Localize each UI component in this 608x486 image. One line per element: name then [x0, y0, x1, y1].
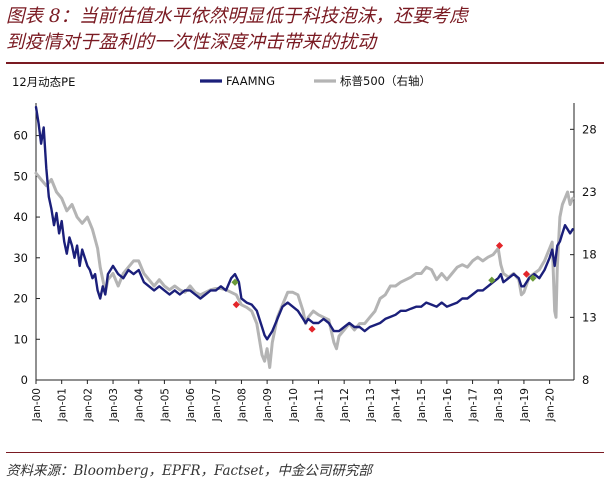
y-unit-label: 12月动态PE: [12, 75, 75, 89]
x-tick-label: Jan-03: [108, 388, 120, 422]
legend-label-sp500: 标普500（右轴）: [340, 74, 431, 88]
y-right-tick-label: 13: [582, 310, 597, 324]
x-tick-label: Jan-02: [82, 388, 94, 422]
figure-title: 图表 8：当前估值水平依然明显低于科技泡沫，还要考虑 到疫情对于盈利的一次性深度…: [6, 4, 604, 56]
highlight-marker: [308, 325, 316, 333]
x-tick-label: Jan-13: [365, 388, 377, 422]
source-note: 资料来源：Bloomberg，EPFR，Factset，中金公司研究部: [6, 463, 372, 479]
highlight-marker: [522, 270, 531, 278]
highlight-marker: [495, 241, 504, 250]
y-right-tick-label: 18: [582, 248, 597, 262]
figure-title-line-1: 图表 8：当前估值水平依然明显低于科技泡沫，还要考虑: [6, 6, 468, 27]
axes: 0 10 20 30 40 50 60 8 13 18 23 28 Jan-00 Jan-01 Jan-02…: [13, 103, 597, 423]
y-left-tick-label: 20: [13, 292, 28, 306]
highlight-marker: [232, 301, 240, 309]
legend-label-faamng: FAAMNG: [226, 74, 275, 88]
x-tick-label: Jan-16: [442, 388, 454, 423]
y-right-tick-label: 23: [582, 185, 597, 199]
y-right-tick-label: 8: [582, 373, 589, 387]
figure-title-line-2: 到疫情对于盈利的一次性深度冲击带来的扰动: [6, 32, 377, 53]
highlight-marker: [529, 274, 537, 282]
x-tick-label: Jan-19: [519, 388, 531, 422]
highlight-marker: [231, 278, 239, 286]
source-divider: [6, 452, 604, 453]
y-left-tick-label: 40: [13, 210, 28, 224]
series-line-sp500: [34, 171, 575, 369]
series-line-faamng: [34, 105, 574, 341]
plot-area: [34, 105, 575, 369]
x-tick-label: Jan-04: [134, 388, 146, 423]
x-tick-label: Jan-14: [391, 388, 403, 423]
x-tick-label: Jan-15: [416, 388, 428, 422]
y-left-tick-label: 30: [13, 251, 28, 265]
y-left-tick-label: 60: [13, 129, 28, 143]
y-right-tick-label: 28: [582, 122, 597, 136]
x-tick-label: Jan-11: [313, 388, 325, 422]
x-tick-label: Jan-18: [493, 388, 505, 422]
x-tick-label: Jan-07: [211, 388, 223, 422]
x-tick-label: Jan-20: [545, 388, 557, 422]
x-tick-label: Jan-12: [339, 388, 351, 422]
x-tick-label: Jan-00: [31, 388, 43, 422]
x-tick-label: Jan-09: [262, 388, 274, 422]
x-tick-label: Jan-06: [185, 388, 197, 423]
legend: FAAMNG 标普500（右轴）: [200, 74, 431, 88]
title-divider: [6, 62, 604, 64]
x-tick-label: Jan-10: [288, 388, 300, 422]
x-tick-label: Jan-17: [468, 388, 480, 422]
y-left-tick-label: 0: [21, 373, 28, 387]
highlight-marker: [488, 276, 496, 284]
x-tick-label: Jan-01: [57, 388, 69, 422]
x-tick-label: Jan-05: [159, 388, 171, 422]
y-left-tick-label: 10: [13, 332, 28, 346]
x-tick-label: Jan-08: [236, 388, 248, 422]
y-left-tick-label: 50: [13, 169, 28, 183]
